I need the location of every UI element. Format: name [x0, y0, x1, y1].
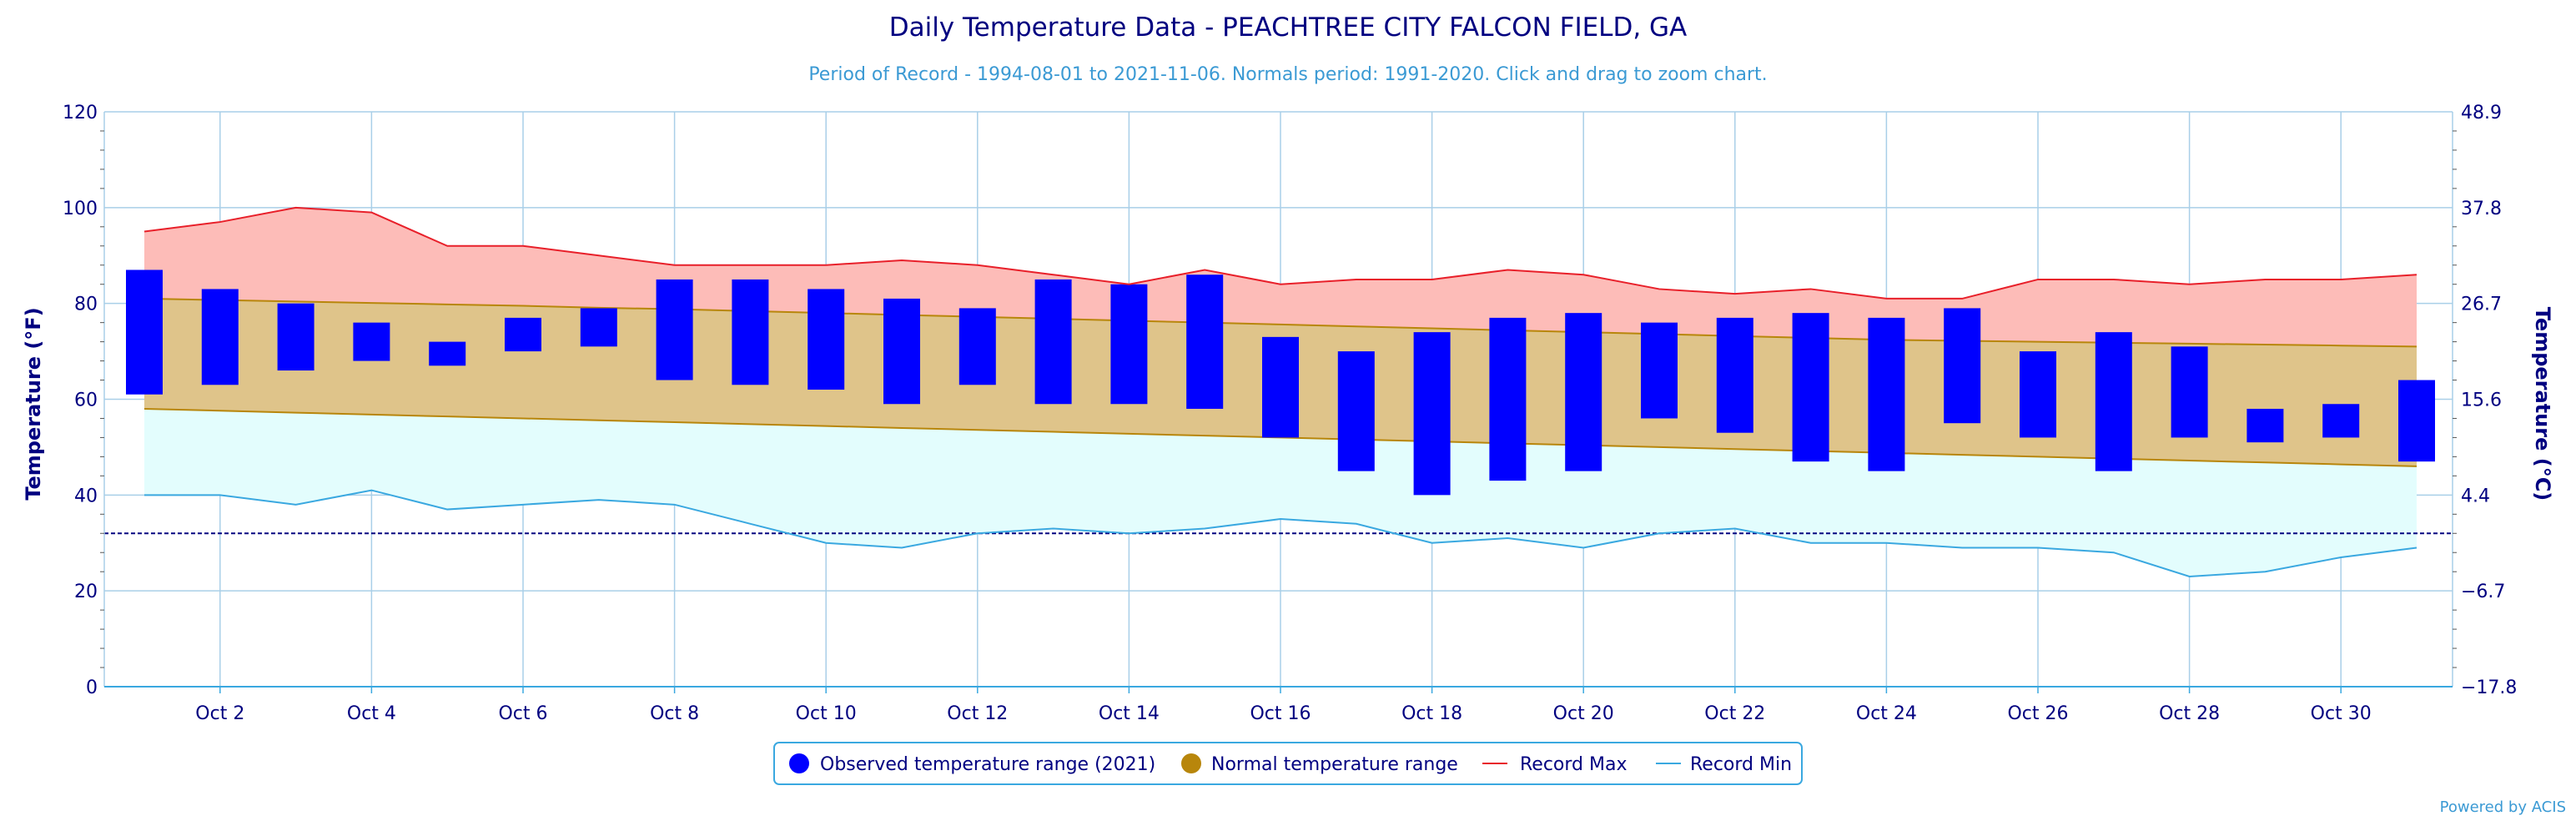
- legend-box: [773, 742, 1803, 785]
- legend-label-observed: Observed temperature range (2021): [820, 754, 1155, 775]
- record-max-line: [143, 206, 2418, 300]
- observed-bar[interactable]: [2095, 332, 2132, 471]
- observed-bar[interactable]: [1868, 317, 1905, 471]
- x-tick-label: Oct 6: [498, 703, 547, 724]
- observed-bar[interactable]: [1489, 317, 1527, 481]
- observed-bar[interactable]: [1034, 279, 1072, 405]
- observed-bar[interactable]: [1716, 317, 1753, 433]
- y-tick-label-left: 40: [74, 486, 98, 506]
- record-min-line: [144, 489, 2418, 577]
- x-tick-label: Oct 14: [1099, 703, 1160, 724]
- y-tick-label-left: 0: [86, 677, 98, 698]
- observed-bar[interactable]: [201, 289, 239, 385]
- legend-item-observed[interactable]: Observed temperature range (2021): [789, 753, 1155, 775]
- y-tick-label-right: 37.8: [2461, 199, 2502, 219]
- observed-bar[interactable]: [1641, 322, 1678, 419]
- observed-bar[interactable]: [808, 289, 845, 390]
- chart-title: Daily Temperature Data - PEACHTREE CITY …: [889, 13, 1688, 43]
- observed-bar[interactable]: [505, 317, 541, 352]
- axes: 0 20 40 60 80 100 120 −17.8 −6.7 4.4 15.6 26.7 37.8 4…: [63, 103, 2517, 724]
- x-tick-label: Oct 2: [195, 703, 244, 724]
- observed-bar[interactable]: [2171, 346, 2208, 438]
- observed-bar[interactable]: [1110, 284, 1148, 405]
- y-tick-label-right: 26.7: [2461, 295, 2502, 315]
- record-high-band: [144, 207, 2417, 347]
- y-tick-label-left: 80: [74, 295, 98, 315]
- legend: Observed temperature range (2021) Normal…: [773, 742, 1803, 785]
- observed-bar[interactable]: [1186, 275, 1224, 409]
- x-tick-label: Oct 12: [947, 703, 1008, 724]
- observed-bar[interactable]: [1565, 313, 1602, 471]
- x-tick-label: Oct 8: [650, 703, 699, 724]
- observed-bar[interactable]: [1262, 336, 1299, 438]
- observed-bar[interactable]: [1337, 351, 1375, 471]
- y-tick-label-right: −17.8: [2461, 677, 2517, 698]
- observed-bar[interactable]: [732, 279, 769, 385]
- observed-bar[interactable]: [2246, 408, 2284, 443]
- observed-bar[interactable]: [2020, 351, 2056, 438]
- x-tick-label: Oct 22: [1704, 703, 1765, 724]
- y-tick-label-right: 15.6: [2461, 390, 2502, 411]
- observed-bar[interactable]: [1413, 332, 1451, 496]
- observed-bar[interactable]: [2398, 380, 2435, 462]
- y-axis-title-right: Temperature (°C): [2531, 307, 2554, 501]
- credit-link[interactable]: Powered by ACIS: [2440, 798, 2566, 816]
- x-tick-label: Oct 26: [2007, 703, 2068, 724]
- observed-bars[interactable]: [126, 269, 2435, 496]
- legend-item-record-max[interactable]: Record Max: [1482, 754, 1628, 775]
- x-tick-label: Oct 16: [1250, 703, 1311, 724]
- observed-bar[interactable]: [580, 308, 617, 347]
- y-tick-label-right: 4.4: [2461, 486, 2490, 506]
- x-tick-label: Oct 4: [347, 703, 396, 724]
- y-tick-label-left: 20: [74, 582, 98, 602]
- legend-label-record-max: Record Max: [1520, 754, 1628, 775]
- y-tick-label-left: 60: [74, 390, 98, 411]
- legend-item-normal[interactable]: Normal temperature range: [1181, 753, 1458, 775]
- observed-bar[interactable]: [1944, 308, 1981, 424]
- observed-bar[interactable]: [126, 269, 163, 395]
- legend-marker-observed: [789, 753, 809, 773]
- observed-bar[interactable]: [277, 303, 314, 371]
- observed-bar[interactable]: [656, 279, 693, 380]
- x-tick-label: Oct 24: [1856, 703, 1917, 724]
- y-tick-label-left: 100: [63, 199, 98, 219]
- observed-bar[interactable]: [1792, 313, 1829, 462]
- y-axis-title-left: Temperature (°F): [22, 307, 45, 500]
- x-tick-label: Oct 20: [1553, 703, 1614, 724]
- y-tick-label-right: −6.7: [2461, 582, 2505, 602]
- y-tick-label-right: 48.9: [2461, 103, 2502, 123]
- observed-bar[interactable]: [883, 298, 920, 405]
- chart-subtitle: Period of Record - 1994-08-01 to 2021-11…: [808, 64, 1767, 85]
- legend-label-record-min: Record Min: [1690, 754, 1792, 775]
- x-tick-label: Oct 30: [2311, 703, 2372, 724]
- x-tick-label: Oct 18: [1401, 703, 1462, 724]
- legend-item-record-min[interactable]: Record Min: [1656, 754, 1792, 775]
- record-lines: [143, 206, 2418, 577]
- observed-bar[interactable]: [353, 322, 390, 361]
- legend-marker-normal: [1181, 753, 1201, 773]
- x-tick-label: Oct 10: [796, 703, 857, 724]
- observed-bar[interactable]: [958, 308, 996, 385]
- legend-label-normal: Normal temperature range: [1211, 754, 1458, 775]
- observed-bar[interactable]: [2322, 404, 2360, 438]
- normal-high-edge: [143, 297, 2418, 348]
- y-tick-label-left: 120: [63, 103, 98, 123]
- record-low-band: [144, 408, 2417, 577]
- x-tick-label: Oct 28: [2159, 703, 2220, 724]
- observed-bar[interactable]: [429, 341, 466, 366]
